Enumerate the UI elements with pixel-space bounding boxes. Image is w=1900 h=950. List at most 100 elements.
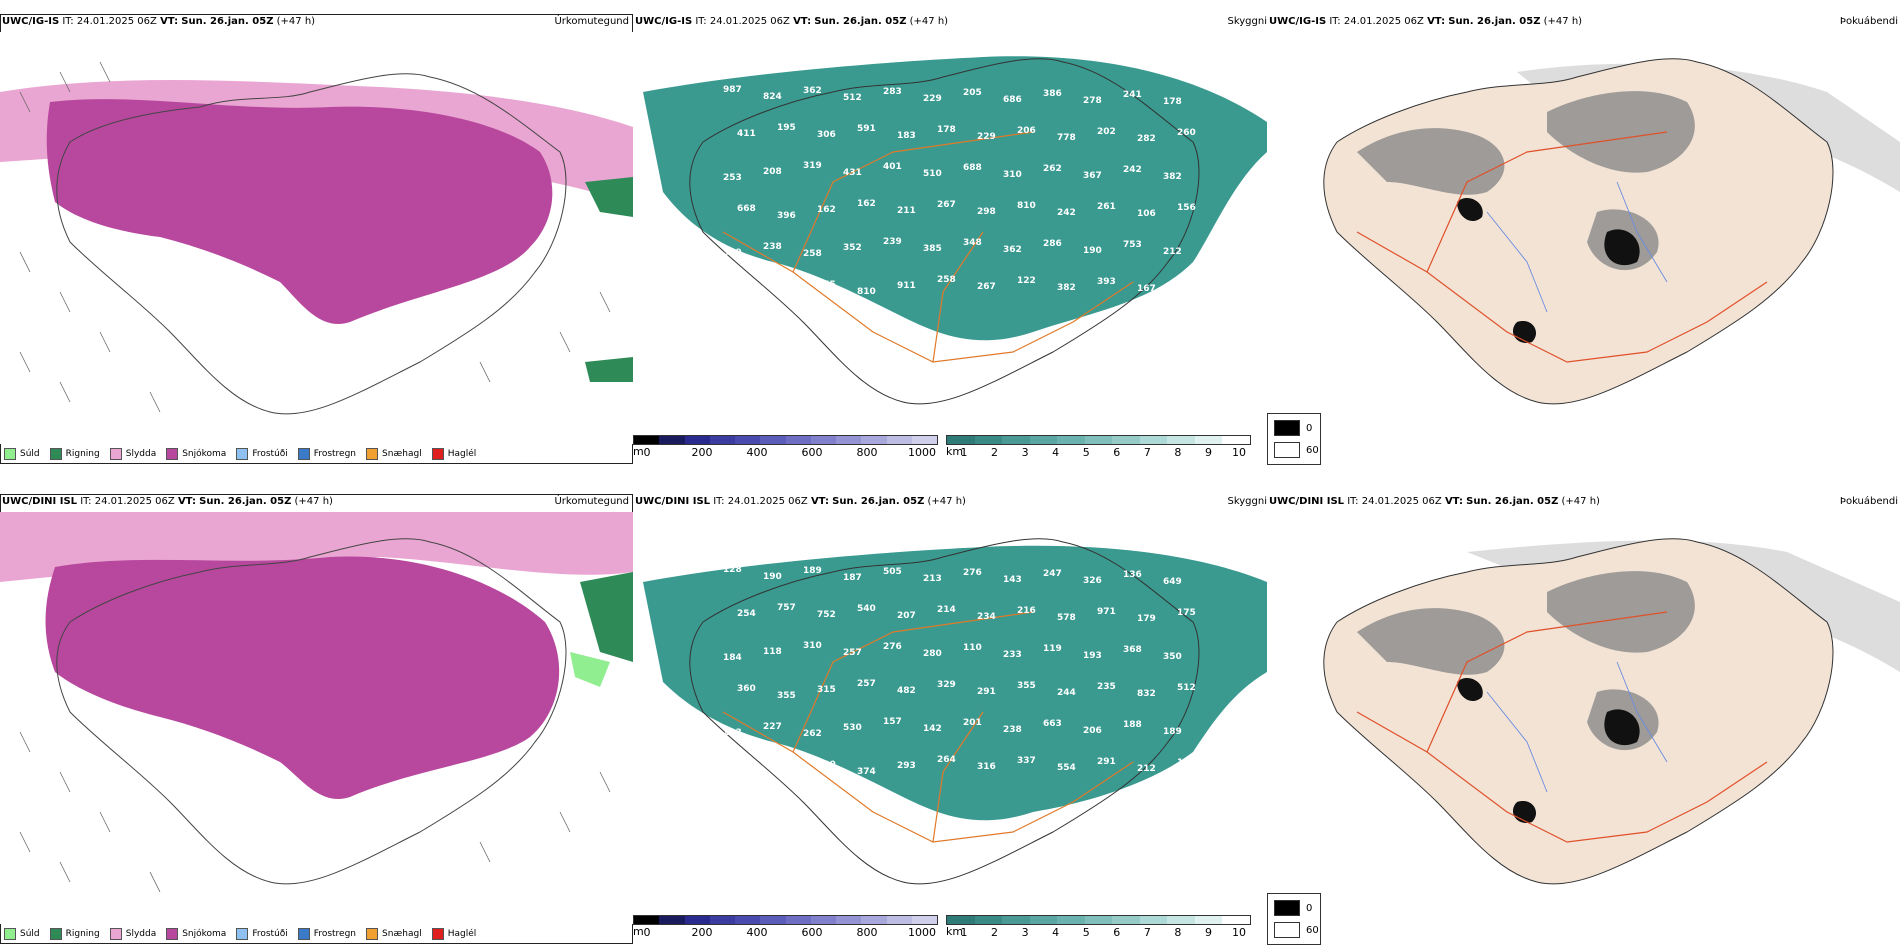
precip-legend-label: Slydda (125, 929, 157, 939)
lead-time: (+47 h) (1543, 16, 1583, 27)
colorbar-segment (1084, 436, 1113, 444)
colorbar-segment (810, 916, 836, 924)
precip-legend-item: Frostregn (297, 448, 356, 460)
visibility-value: 578 (1057, 613, 1076, 623)
it-label: IT: (62, 16, 74, 27)
panel-title: UWC/DINI ISL IT: 24.01.2025 06Z VT: Sun.… (2, 496, 333, 507)
precip-legend-swatch (236, 448, 249, 460)
visibility-value: 293 (897, 761, 916, 771)
colorbar-tick-label: 1 (960, 926, 968, 939)
fog-legend-swatch-black (1274, 420, 1300, 436)
visibility-value: 482 (897, 686, 916, 696)
colorbar-tick-label: 1000 (908, 446, 936, 459)
colorbar-segment (1222, 436, 1251, 444)
visibility-value: 810 (857, 287, 876, 297)
visibility-value: 591 (857, 124, 876, 134)
roads (722, 611, 1134, 843)
precip-legend-swatch (109, 928, 122, 940)
visibility-value: 810 (1017, 201, 1036, 211)
colorbar-segment (634, 916, 660, 924)
visibility-value: 119 (1043, 644, 1062, 654)
visibility-value: 212 (1163, 247, 1182, 257)
panel-title: UWC/IG-IS IT: 24.01.2025 06Z VT: Sun. 26… (635, 16, 948, 27)
precip-legend-label: Snjókoma (182, 449, 227, 459)
colorbar-segment (684, 436, 710, 444)
colorbar-segment (1167, 916, 1195, 924)
visibility-value: 229 (923, 94, 942, 104)
colorbar-tick-label: 4 (1052, 446, 1060, 459)
visibility-value: 267 (977, 282, 996, 292)
visibility-value: 175 (1177, 608, 1196, 618)
visibility-value: 128 (723, 565, 742, 575)
visibility-value: 206 (1017, 126, 1036, 136)
fog-map (1323, 58, 1900, 405)
colorbar-segment (1002, 916, 1030, 924)
colorbar-tick-label: 3 (1021, 446, 1029, 459)
lead-time: (+47 h) (294, 496, 333, 507)
colorbar-segment (709, 916, 735, 924)
visibility-value: 278 (1083, 96, 1102, 106)
wind-barbs (19, 61, 611, 413)
vt-value: Sun. 26.jan. 05Z (814, 16, 907, 27)
visibility-value: 431 (843, 168, 862, 178)
visibility-value: 201 (963, 718, 982, 728)
visibility-value: 352 (843, 243, 862, 253)
precip-legend-label: Haglél (447, 449, 477, 459)
colorbar-tick-label: 200 (691, 926, 713, 939)
visibility-value: 113 (1177, 758, 1196, 768)
rain-area (580, 572, 633, 662)
it-value: 24.01.2025 06Z (76, 16, 157, 27)
vt-value: Sun. 26.jan. 05Z (1448, 16, 1541, 27)
precip-legend-label: Rigning (65, 929, 100, 939)
visibility-value: 238 (1003, 725, 1022, 735)
panel-type-label: Úrkomutegund (554, 496, 629, 507)
colorbar-segment (1002, 436, 1030, 444)
colorbar-segment (659, 436, 685, 444)
precip-legend-item: Snæhagl (366, 928, 422, 940)
height-unit: m (633, 925, 644, 938)
colorbar-tick-label: 10 (1232, 446, 1246, 459)
precip-legend-item: Haglél (431, 928, 476, 940)
colorbar-segment (836, 436, 862, 444)
visibility-value: 190 (1083, 246, 1102, 256)
visibility-value: 223 (723, 728, 742, 738)
precip-legend: Súld Rigning Slydda Snjókoma Frostúði Frostre… (4, 928, 476, 940)
panel-title: UWC/IG-IS IT: 24.01.2025 06Z VT: Sun. 26… (1269, 16, 1582, 27)
row1-visibility-panel: UWC/IG-IS IT: 24.01.2025 06Z VT: Sun. 26… (633, 14, 1267, 464)
precip-legend-label: Frostúði (252, 929, 288, 939)
colorbar-segment (1139, 916, 1168, 924)
visibility-value: 267 (937, 200, 956, 210)
colorbar-segment (1057, 436, 1085, 444)
visibility-value: 229 (977, 132, 996, 142)
colorbar-segment (1112, 916, 1140, 924)
visibility-field (643, 545, 1267, 821)
visibility-value: 663 (1043, 719, 1062, 729)
colorbar-tick-label: 600 (801, 926, 823, 939)
it-label: IT: (1329, 16, 1341, 27)
visibility-value: 360 (737, 684, 756, 694)
visibility-value: 512 (1177, 683, 1196, 693)
vt-value: Sun. 26.jan. 05Z (1466, 496, 1559, 507)
precip-legend-item: Snjókoma (166, 448, 226, 460)
precip-legend-swatch (431, 928, 444, 940)
visibility-value: 374 (857, 767, 876, 777)
vt-label: VT: (1444, 496, 1463, 507)
visibility-value: 211 (897, 206, 916, 216)
colorbar-tick-label: 400 (746, 446, 768, 459)
visibility-value: 162 (817, 205, 836, 215)
iceland-outline (689, 538, 1200, 885)
rivers (1486, 661, 1668, 793)
visibility-value: 262 (803, 729, 822, 739)
visibility-value: 355 (1017, 681, 1036, 691)
visibility-value: 234 (977, 612, 996, 622)
visibility-value: 227 (763, 722, 782, 732)
visibility-value: 260 (1177, 128, 1196, 138)
model-name: UWC/IG-IS (635, 16, 693, 27)
colorbar-segment (1139, 436, 1168, 444)
visibility-value: 214 (937, 605, 956, 615)
it-value: 24.01.2025 06Z (1343, 16, 1424, 27)
roads (1356, 131, 1768, 363)
visibility-value: 233 (1003, 650, 1022, 660)
vt-label: VT: (160, 16, 179, 27)
precip-legend-item: Slydda (109, 448, 156, 460)
